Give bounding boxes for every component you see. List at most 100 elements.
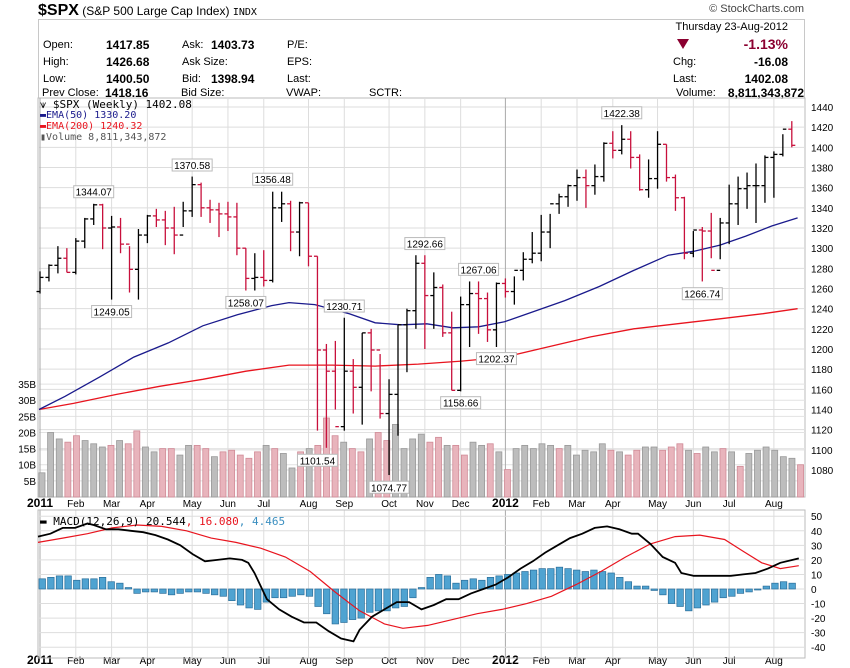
vwap-label: VWAP: (286, 87, 322, 99)
macd-histogram-bar (340, 588, 348, 623)
macd-tick-label: -40 (811, 643, 826, 654)
volume-bar (607, 449, 615, 498)
ohlc-bar (636, 154, 644, 191)
ohlc-bar (358, 332, 366, 425)
macd-histogram-bar (409, 588, 417, 599)
x-tick-label: Jul (257, 656, 270, 667)
volume-bar (193, 444, 201, 498)
volume-bar (745, 453, 753, 498)
ema200-line (38, 308, 798, 411)
ohlc-bar (287, 200, 295, 252)
bid-label: Bid: (182, 73, 201, 85)
volume-bar (73, 435, 80, 498)
macd-histogram-bar (685, 588, 693, 612)
volume-bar (409, 438, 417, 498)
ohlc-bar (367, 328, 375, 392)
price-tick-label: 1260 (811, 285, 834, 296)
x-tick-label: Apr (140, 499, 156, 510)
macd-histogram-bar (754, 588, 762, 591)
macd-histogram-bar (38, 578, 46, 590)
price-tick-label: 1080 (811, 466, 834, 477)
volume-label: Volume: (676, 87, 716, 99)
macd-histogram-bar (478, 579, 486, 590)
volume-bar (685, 449, 692, 498)
price-annotation: 1258.07 (225, 295, 267, 309)
macd-histogram-bar (564, 568, 572, 590)
volume-bar (383, 440, 391, 498)
ohlc-bar (519, 252, 527, 281)
macd-histogram-bar (202, 588, 210, 594)
volume-bar (47, 432, 55, 498)
price-tick-label: 1140 (811, 406, 833, 417)
annotation-box (368, 480, 410, 494)
macd-histogram-bar (211, 588, 219, 596)
price-tick-label: 1100 (811, 446, 833, 457)
chart-title: $SPX (S&P 500 Large Cap Index) INDX (38, 2, 257, 20)
volume-bar (521, 444, 529, 498)
down-arrow-icon (677, 39, 689, 49)
macd-tick-label: 30 (811, 541, 823, 552)
x-tick-label: Nov (416, 499, 434, 510)
ohlc-bar (484, 292, 491, 342)
x-tick-label: Oct (381, 499, 397, 510)
macd-histogram-bar (711, 588, 719, 603)
annotation-label: 1267.06 (460, 265, 497, 276)
prev-close-value: 1418.16 (105, 86, 149, 100)
volume-bar (642, 446, 649, 498)
prev-close-label: Prev Close: (42, 87, 99, 99)
ohlc-bar (600, 142, 608, 182)
volume-bar (340, 441, 348, 498)
macd-histogram-bar (435, 574, 443, 590)
macd-histogram-bar (469, 578, 477, 590)
price-tick-label: 1360 (811, 184, 834, 195)
macd-histogram-bar (702, 588, 710, 606)
volume-bar (133, 430, 141, 498)
ohlc-bar (117, 217, 125, 254)
price-annotation: 1074.77 (368, 480, 410, 494)
macd-histogram-bar (47, 577, 55, 590)
annotation-box (296, 453, 338, 467)
volume-bar (469, 441, 477, 498)
ohlc-bar (170, 206, 178, 255)
pct-change: -1.13% (743, 36, 788, 52)
macd-histogram-bar (659, 588, 667, 596)
volume-bar (167, 448, 175, 498)
volume-bar (288, 467, 296, 498)
x-tick-label: Mar (103, 656, 121, 667)
ohlc-bar (251, 253, 259, 291)
ohlc-bar (430, 272, 438, 329)
ohlc-bar (197, 182, 205, 217)
ask-size-label: Ask Size: (182, 56, 228, 68)
ohlc-bar (457, 296, 465, 392)
ohlc-bar (72, 238, 80, 275)
volume-bar (486, 443, 494, 498)
ohlc-bar (403, 308, 411, 373)
price-annotation: 1292.66 (404, 237, 446, 251)
ohlc-bar (179, 201, 187, 236)
macd-tick-label: 10 (811, 570, 823, 581)
macd-histogram-bar (305, 588, 314, 597)
ohlc-bar (242, 247, 250, 291)
volume-bar (762, 446, 770, 498)
volume-bar (210, 456, 218, 498)
macd-histogram-bar (219, 588, 227, 597)
macd-histogram-bar (176, 588, 184, 594)
ohlc-bar (654, 131, 662, 189)
volume-tick-label: 20B (18, 428, 36, 439)
ohlc-bar (385, 379, 393, 476)
x-tick-label: Oct (381, 656, 397, 667)
ohlc-bar (510, 269, 518, 305)
macd-histogram-bar (288, 588, 296, 597)
ohlc-bar (269, 191, 277, 283)
ema50-label: EMA(50) 1330.20 (46, 110, 137, 121)
macd-histogram-bar (693, 588, 701, 609)
open-label: Open: (43, 39, 73, 51)
x-tick-label: 2012 (492, 496, 519, 510)
volume-bar (185, 444, 192, 498)
macd-histogram-bar (771, 582, 779, 590)
ohlc-bar (537, 214, 545, 262)
price-annotation: 1266.74 (681, 287, 723, 301)
ohlc-bar (680, 196, 688, 260)
ohlc-bar (188, 176, 196, 217)
volume-bar (176, 454, 184, 498)
